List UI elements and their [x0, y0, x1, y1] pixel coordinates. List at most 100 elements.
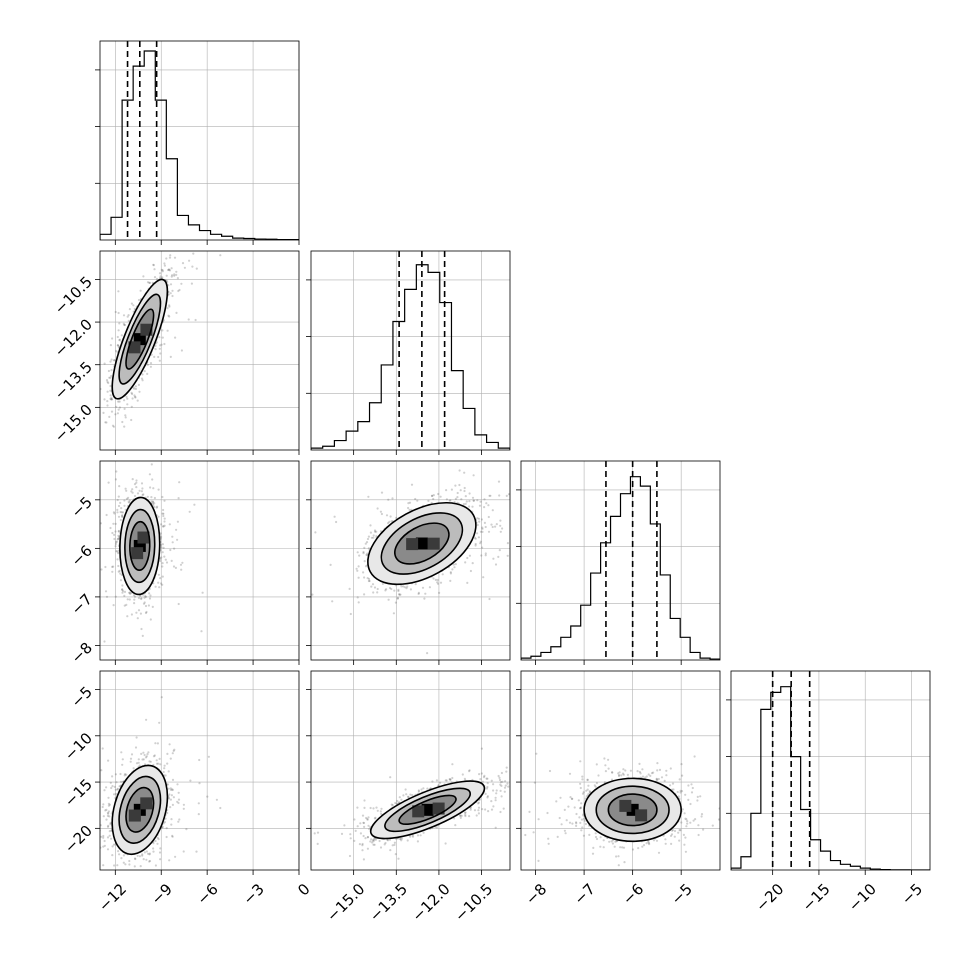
scatter-point	[88, 345, 90, 347]
scatter-point	[157, 581, 160, 584]
scatter-point	[109, 384, 112, 388]
scatter-point	[437, 492, 440, 496]
scatter-point	[173, 256, 177, 259]
scatter-point	[149, 760, 152, 763]
scatter-point	[207, 755, 210, 758]
scatter-point	[161, 495, 164, 499]
scatter-point	[106, 848, 110, 851]
scatter-point	[146, 372, 149, 375]
scatter-point	[201, 591, 204, 594]
scatter-point	[368, 579, 371, 583]
scatter-point	[173, 242, 175, 244]
scatter-point	[162, 514, 165, 518]
scatter-point	[137, 758, 140, 761]
scatter-point	[123, 323, 126, 327]
scatter-point	[117, 537, 120, 540]
scatter-point	[157, 762, 160, 765]
scatter-point	[385, 588, 388, 591]
scatter-point	[129, 458, 131, 460]
scatter-point	[357, 601, 360, 604]
scatter-point	[366, 552, 369, 555]
scatter-point	[139, 289, 142, 292]
scatter-point	[144, 595, 147, 599]
scatter-point	[491, 509, 494, 512]
scatter-point	[160, 268, 163, 271]
density-panel-4-1	[95, 670, 300, 875]
scatter-point	[462, 503, 465, 506]
scatter-point	[507, 493, 510, 496]
scatter-point	[363, 593, 366, 596]
scatter-point	[128, 499, 131, 502]
scatter-point	[140, 597, 143, 601]
scatter-point	[363, 560, 366, 563]
scatter-point	[141, 634, 144, 638]
scatter-point	[137, 609, 141, 612]
scatter-point	[117, 495, 120, 498]
scatter-point	[123, 425, 126, 428]
scatter-point	[180, 282, 183, 285]
scatter-point	[124, 414, 127, 417]
scatter-point	[161, 825, 164, 829]
scatter-point	[143, 596, 146, 599]
scatter-point	[357, 576, 360, 579]
scatter-point	[126, 397, 129, 400]
scatter-point	[92, 447, 94, 449]
scatter-point	[108, 415, 111, 418]
scatter-point	[121, 420, 124, 424]
scatter-point	[388, 586, 392, 590]
scatter-point	[331, 600, 334, 603]
scatter-point	[376, 507, 379, 510]
scatter-point	[141, 487, 144, 490]
scatter-point	[171, 541, 174, 544]
scatter-point	[167, 268, 170, 272]
scatter-point	[454, 497, 457, 500]
scatter-point	[165, 274, 168, 277]
scatter-point	[91, 401, 93, 403]
histogram-panel-1	[95, 40, 300, 245]
scatter-point	[152, 264, 155, 267]
scatter-point	[356, 569, 359, 572]
scatter-point	[135, 762, 139, 765]
scatter-point	[137, 597, 141, 600]
scatter-point	[563, 497, 565, 499]
contour-line	[394, 522, 450, 565]
scatter-point	[403, 586, 406, 589]
histogram-line	[100, 50, 299, 240]
scatter-point	[145, 850, 148, 853]
scatter-point	[135, 611, 138, 614]
scatter-point	[506, 542, 509, 545]
histogram-line	[521, 476, 720, 660]
scatter-point	[154, 348, 157, 351]
scatter-point	[430, 494, 434, 497]
scatter-point	[471, 505, 474, 508]
scatter-point	[152, 501, 155, 504]
scatter-point	[113, 512, 116, 515]
scatter-point	[163, 517, 166, 520]
scatter-point	[483, 521, 486, 525]
scatter-point	[379, 510, 382, 513]
scatter-point	[151, 500, 154, 503]
scatter-point	[119, 501, 122, 504]
scatter-point	[532, 500, 534, 502]
scatter-point	[175, 273, 178, 276]
scatter-point	[110, 837, 113, 840]
scatter-point	[369, 531, 372, 534]
scatter-point	[448, 499, 451, 502]
panel-frame	[99, 40, 300, 241]
scatter-point	[171, 247, 173, 249]
scatter-point	[384, 589, 387, 592]
scatter-point	[107, 481, 110, 484]
scatter-point	[130, 418, 133, 422]
scatter-point	[107, 369, 110, 373]
scatter-point	[105, 421, 108, 424]
scatter-point	[117, 529, 120, 533]
scatter-point	[362, 550, 365, 554]
scatter-point	[363, 546, 366, 550]
scatter-point	[488, 494, 491, 497]
scatter-point	[169, 548, 172, 552]
scatter-point	[115, 541, 118, 544]
scatter-point	[158, 336, 161, 339]
scatter-point	[157, 245, 159, 247]
scatter-point	[154, 839, 157, 843]
scatter-point	[170, 267, 173, 270]
